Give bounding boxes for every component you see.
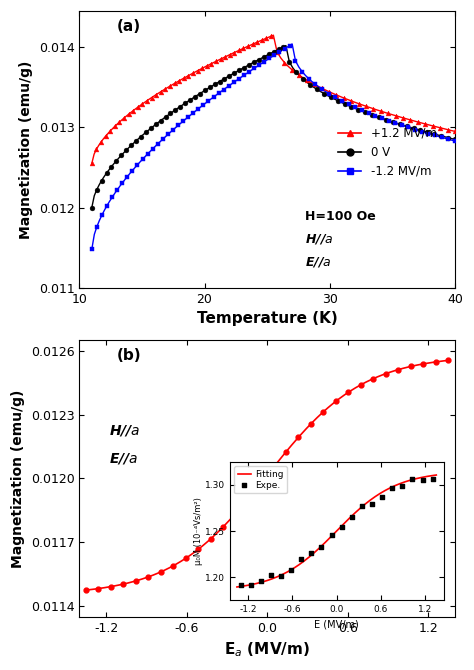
Legend: +1.2 MV/m, 0 V, -1.2 MV/m: +1.2 MV/m, 0 V, -1.2 MV/m [333, 122, 442, 182]
Text: (a): (a) [117, 19, 141, 34]
Y-axis label: Magnetization (emu/g): Magnetization (emu/g) [11, 389, 25, 567]
Text: H//$a$: H//$a$ [305, 232, 333, 247]
Text: E//$a$: E//$a$ [305, 255, 331, 269]
Text: E//$a$: E//$a$ [109, 451, 138, 466]
X-axis label: E$_a$ (MV/m): E$_a$ (MV/m) [224, 641, 310, 659]
Text: H=100 Oe: H=100 Oe [305, 210, 375, 223]
Y-axis label: Magnetization (emu/g): Magnetization (emu/g) [19, 60, 33, 239]
Text: H//$a$: H//$a$ [109, 423, 141, 438]
Text: (b): (b) [117, 348, 141, 363]
X-axis label: Temperature (K): Temperature (K) [197, 311, 337, 326]
